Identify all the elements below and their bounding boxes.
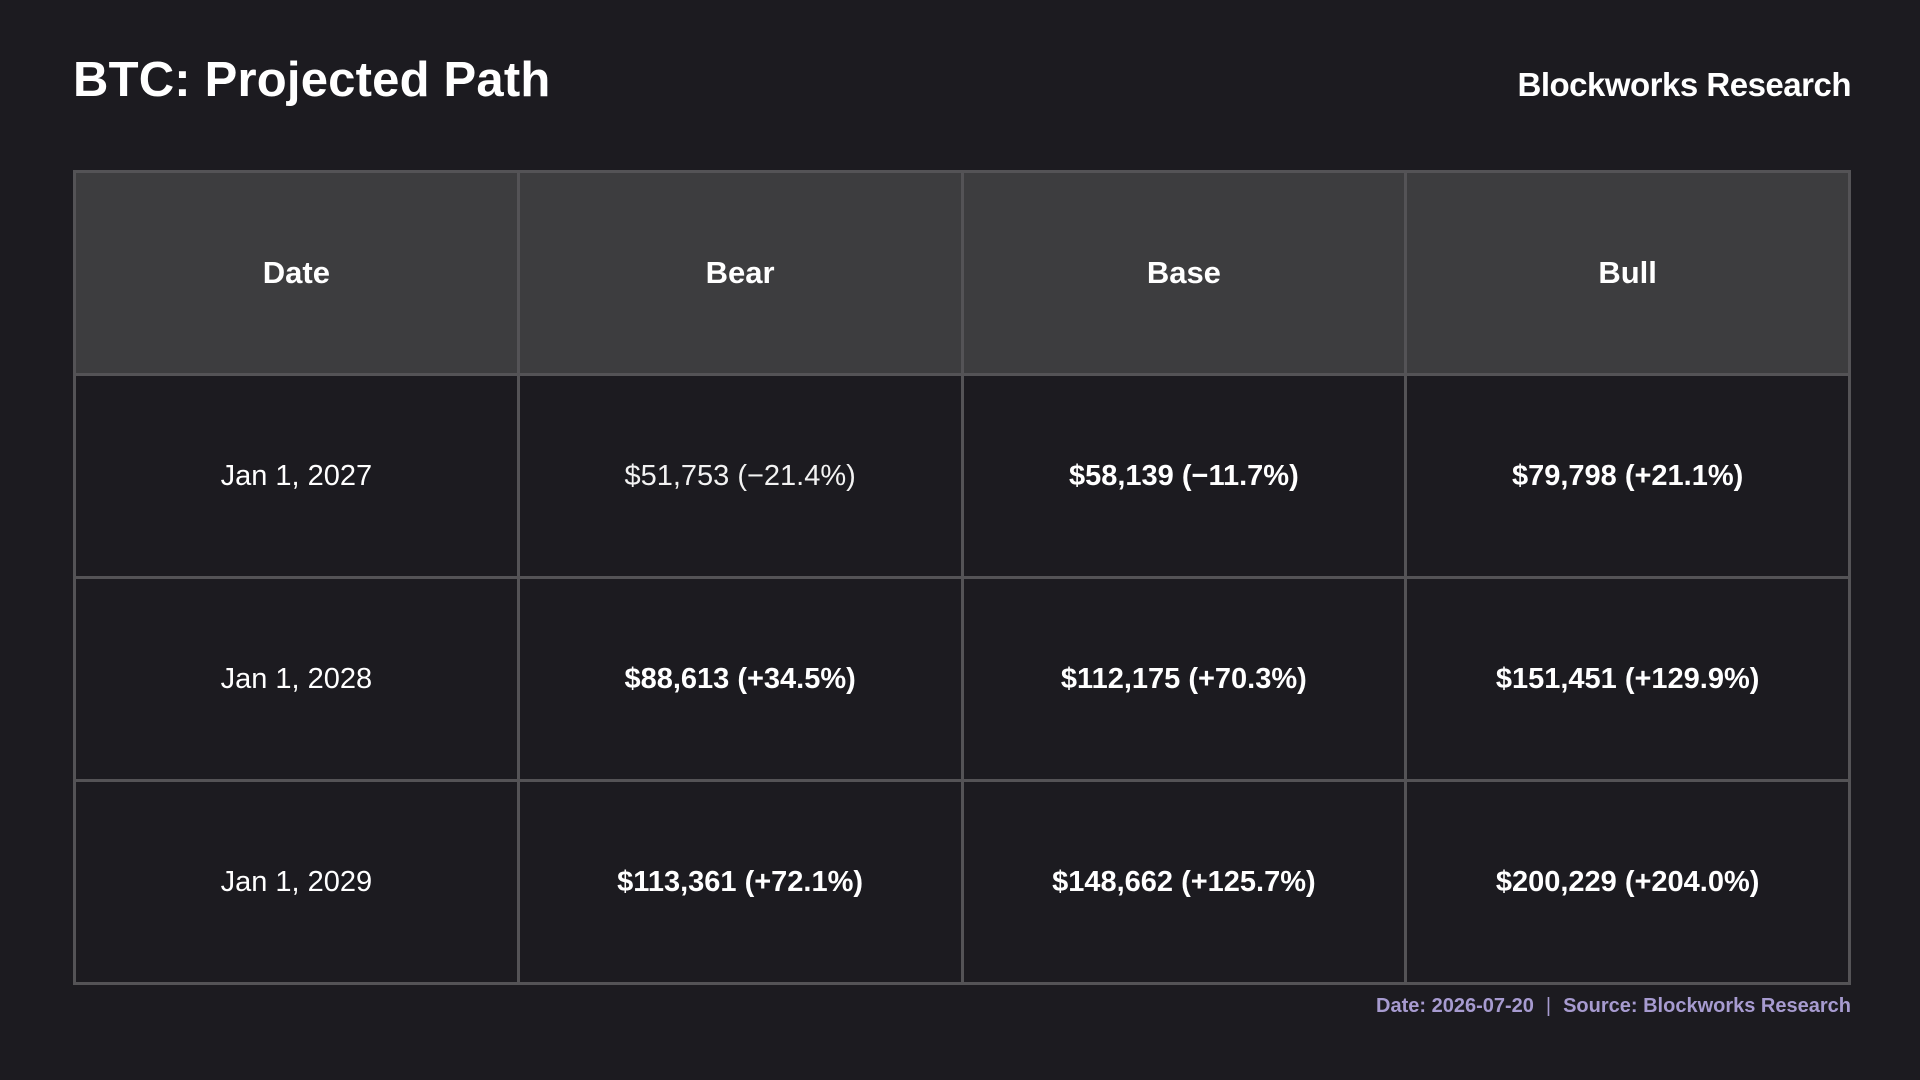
- footer-source-line: Date: 2026-07-20 | Source: Blockworks Rese…: [1376, 995, 1851, 1018]
- column-header-base: Base: [960, 170, 1408, 376]
- page-title: BTC: Projected Path: [73, 53, 551, 107]
- cell-base: $58,139 (−11.7%): [960, 373, 1408, 579]
- footer-source: Source: Blockworks Research: [1563, 995, 1851, 1017]
- cell-bull: $200,229 (+204.0%): [1404, 779, 1851, 985]
- column-header-date: Date: [73, 170, 520, 376]
- cell-date: Jan 1, 2027: [73, 373, 520, 579]
- cell-bull: $151,451 (+129.9%): [1404, 576, 1851, 782]
- projection-table: Date Bear Base Bull Jan 1, 2027 $51,753 …: [73, 170, 1851, 985]
- cell-base: $148,662 (+125.7%): [960, 779, 1408, 985]
- cell-bear: $88,613 (+34.5%): [516, 576, 964, 782]
- column-header-bull: Bull: [1404, 170, 1851, 376]
- footer-date: Date: 2026-07-20: [1376, 995, 1534, 1017]
- table-header-row: Date Bear Base Bull: [73, 170, 1851, 376]
- table-row: Jan 1, 2027 $51,753 (−21.4%) $58,139 (−1…: [73, 373, 1851, 579]
- cell-base: $112,175 (+70.3%): [960, 576, 1408, 782]
- cell-bull: $79,798 (+21.1%): [1404, 373, 1851, 579]
- footer-separator: |: [1545, 995, 1552, 1017]
- table-row: Jan 1, 2028 $88,613 (+34.5%) $112,175 (+…: [73, 576, 1851, 782]
- cell-bear: $113,361 (+72.1%): [516, 779, 964, 985]
- column-header-bear: Bear: [516, 170, 964, 376]
- cell-date: Jan 1, 2028: [73, 576, 520, 782]
- cell-date: Jan 1, 2029: [73, 779, 520, 985]
- brand-logo-text: Blockworks Research: [1517, 66, 1851, 103]
- cell-bear: $51,753 (−21.4%): [516, 373, 964, 579]
- projection-table-container: Date Bear Base Bull Jan 1, 2027 $51,753 …: [73, 170, 1851, 985]
- table-row: Jan 1, 2029 $113,361 (+72.1%) $148,662 (…: [73, 779, 1851, 985]
